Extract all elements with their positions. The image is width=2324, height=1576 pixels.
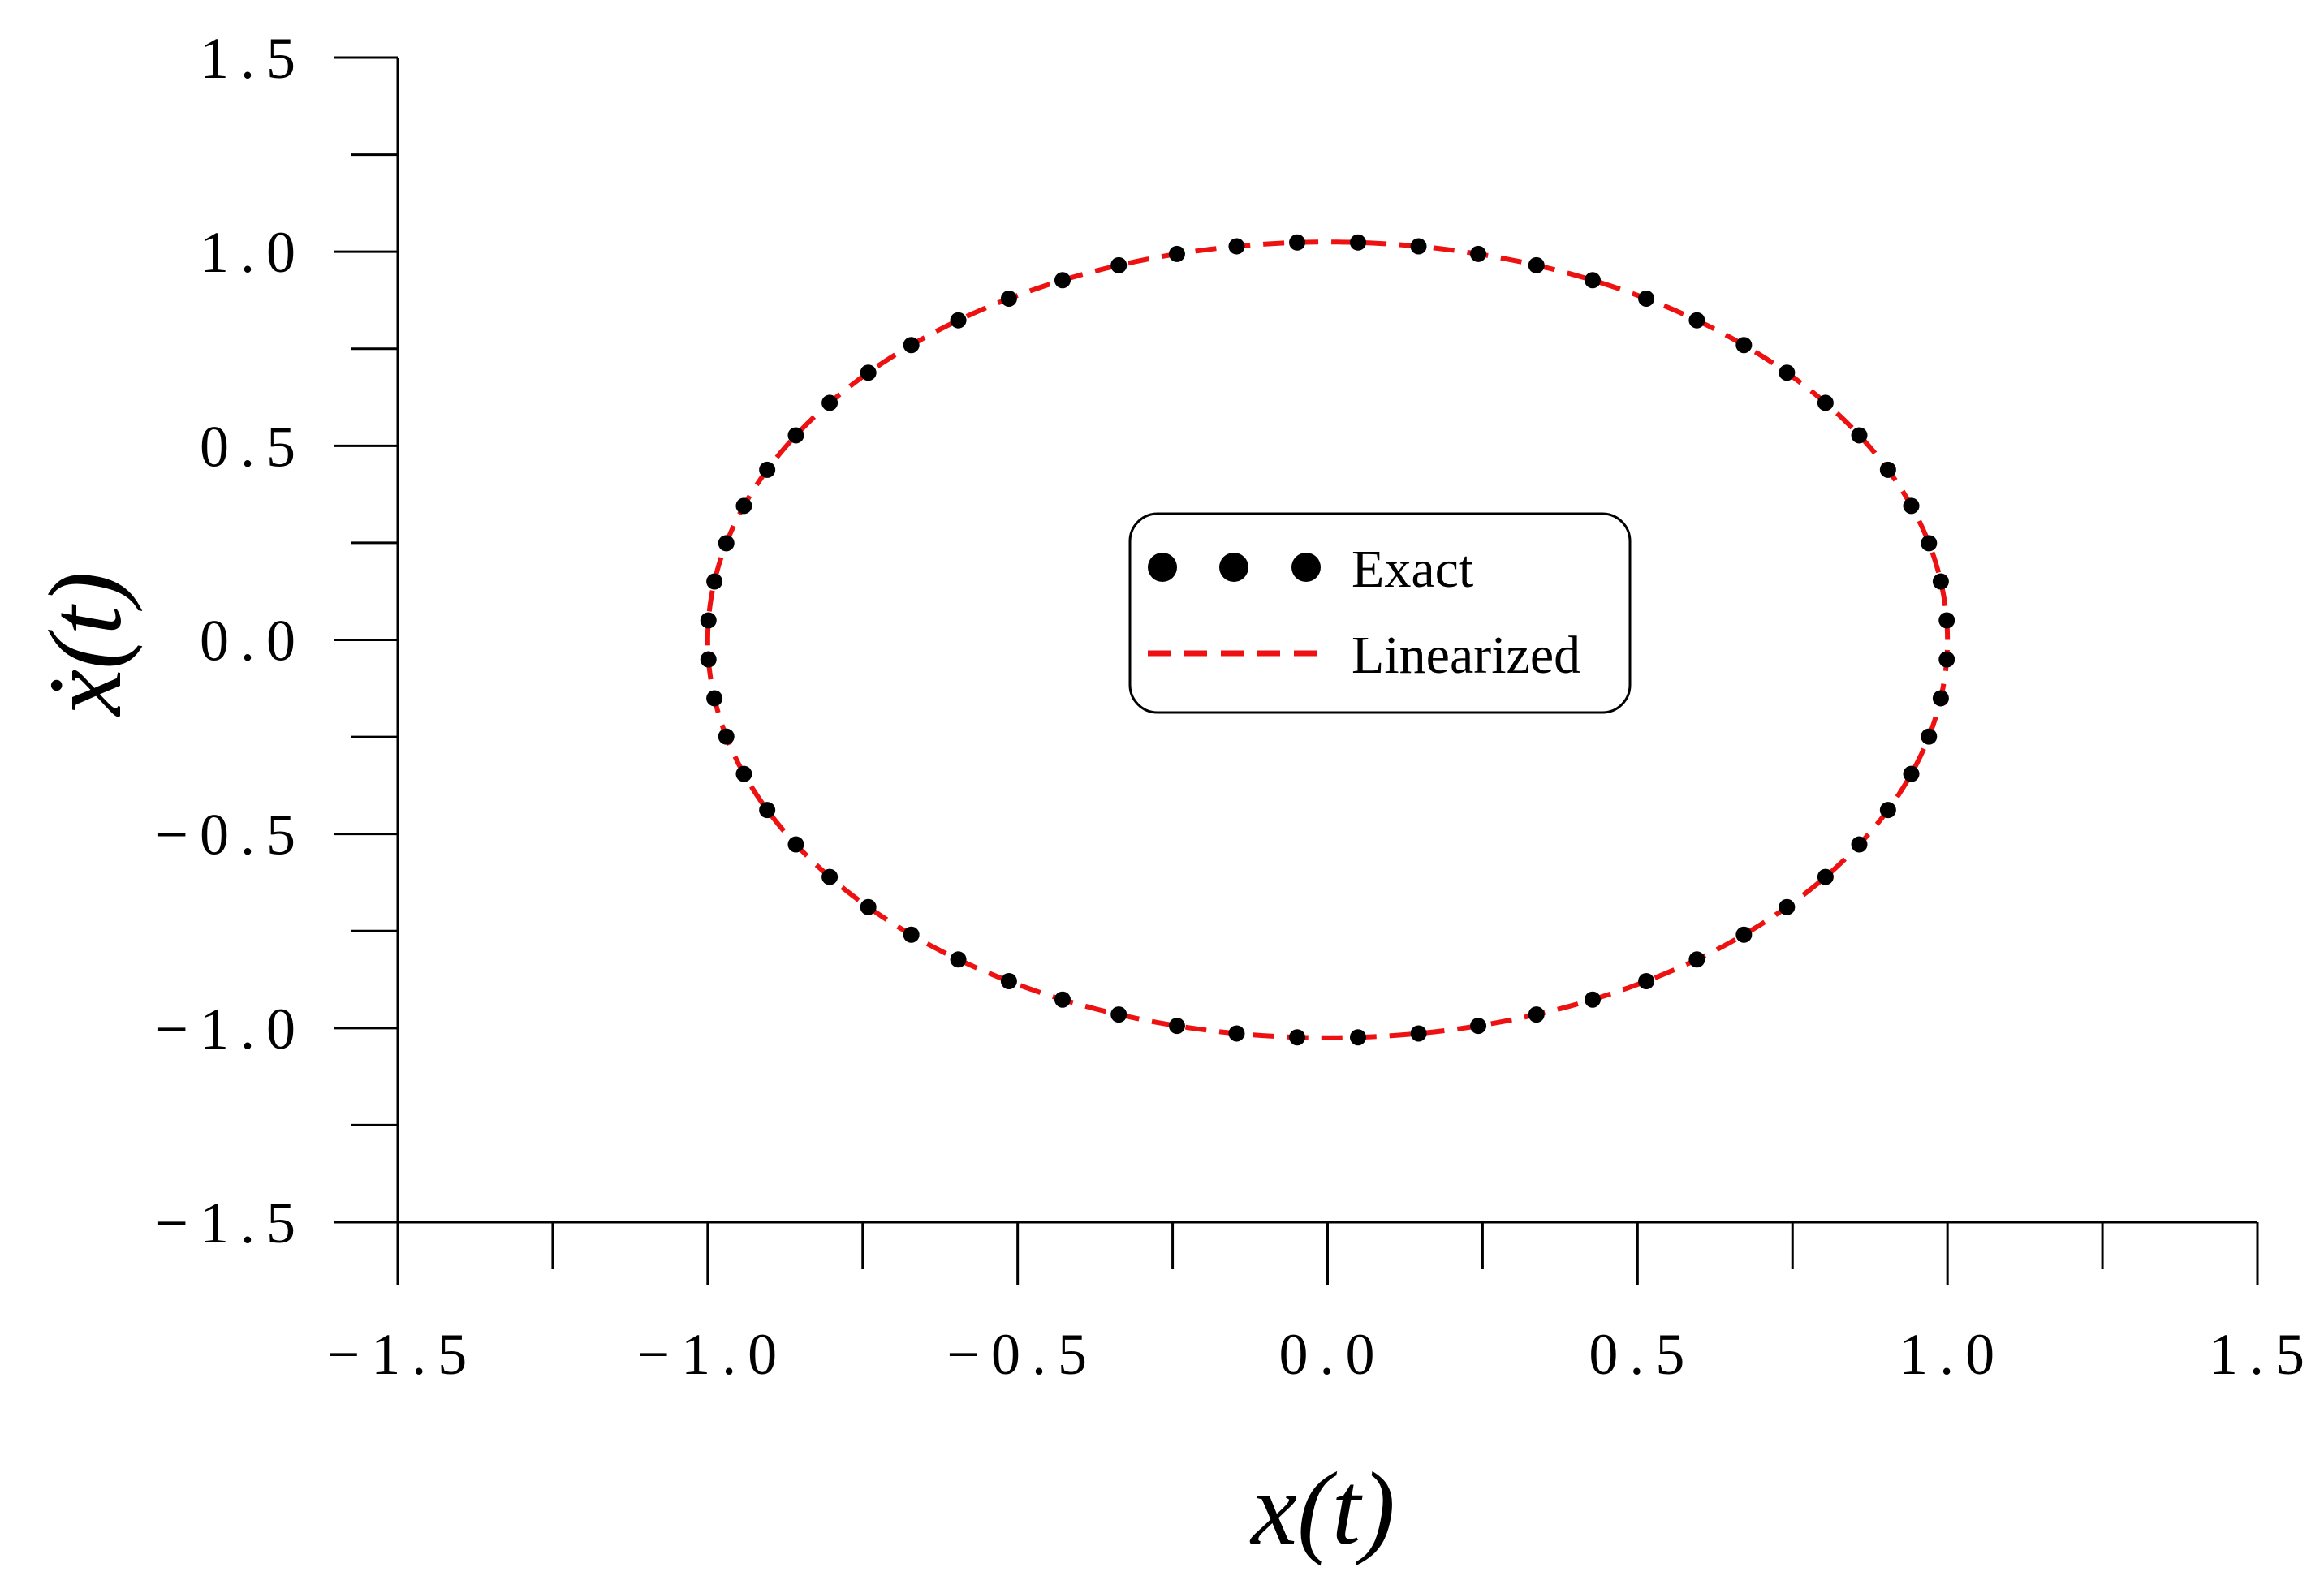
exact-point <box>1817 868 1834 885</box>
exact-point <box>1817 394 1834 411</box>
legend-exact-label: Exact <box>1352 540 1473 599</box>
series-exact <box>700 234 1955 1046</box>
exact-point <box>1585 272 1602 289</box>
exact-point <box>718 535 735 552</box>
exact-point <box>1921 535 1938 552</box>
exact-point <box>1228 1025 1245 1042</box>
exact-point <box>1879 461 1896 478</box>
legend-linearized-label: Linearized <box>1352 626 1580 685</box>
exact-point <box>1528 1006 1545 1023</box>
legend-exact-marker <box>1291 553 1321 582</box>
exact-point <box>1168 1018 1185 1035</box>
exact-point <box>1779 898 1796 915</box>
y-axis-title: ẋ(t) <box>28 571 143 717</box>
y-tick-label: −1.5 <box>155 1191 307 1255</box>
exact-point <box>821 394 839 411</box>
legend-exact-marker <box>1219 553 1248 582</box>
exact-point <box>1938 651 1955 668</box>
exact-point <box>1054 991 1071 1008</box>
y-tick-label: −0.5 <box>155 803 307 868</box>
exact-point <box>860 364 877 381</box>
exact-point <box>1110 256 1128 273</box>
exact-point <box>1349 234 1366 251</box>
linearized-curve <box>705 239 1951 1040</box>
exact-point <box>706 690 723 707</box>
exact-point <box>1938 612 1955 629</box>
legend-box <box>1128 512 1632 714</box>
exact-point <box>1470 245 1487 262</box>
exact-point <box>1779 364 1796 381</box>
y-axis-ticks: 1.5 1.0 0.5 0.0 −0.5 −1.0 −1.5 <box>155 26 398 1255</box>
exact-point <box>700 612 717 629</box>
x-tick-label: 1.0 <box>1899 1322 2006 1387</box>
exact-point <box>903 337 920 354</box>
exact-point <box>787 427 804 444</box>
exact-point <box>1879 802 1896 819</box>
exact-point <box>1528 256 1545 273</box>
x-axis-ticks: −1.5 −1.0 −0.5 0.0 0.5 1.0 1.5 <box>327 1222 2316 1387</box>
exact-point <box>821 868 839 885</box>
exact-point <box>1638 290 1655 307</box>
exact-point <box>1410 238 1427 255</box>
legend: Exact Linearized <box>1128 512 1632 714</box>
exact-point <box>1851 427 1868 444</box>
x-axis-title: x(t) <box>1249 1451 1395 1566</box>
exact-point <box>759 461 776 478</box>
exact-point <box>1851 836 1868 853</box>
exact-point <box>1932 573 1949 590</box>
y-tick-label: −1.0 <box>155 997 307 1061</box>
exact-point <box>735 497 752 515</box>
exact-point <box>787 836 804 853</box>
exact-point <box>1000 973 1017 990</box>
x-tick-label: −1.0 <box>637 1322 789 1387</box>
y-tick-label: 1.0 <box>200 220 307 285</box>
exact-point <box>950 312 967 329</box>
exact-point <box>1168 245 1185 262</box>
exact-point <box>1110 1006 1128 1023</box>
exact-point <box>860 898 877 915</box>
exact-point <box>1289 234 1306 251</box>
exact-point <box>1349 1029 1366 1046</box>
exact-point <box>1470 1018 1487 1035</box>
exact-point <box>1903 765 1920 782</box>
y-tick-label: 0.0 <box>200 609 307 674</box>
legend-exact-marker <box>1148 553 1177 582</box>
x-tick-label: −1.5 <box>327 1322 479 1387</box>
exact-point <box>903 926 920 943</box>
exact-point <box>950 951 967 968</box>
exact-point <box>1903 497 1920 515</box>
y-tick-label: 0.5 <box>200 414 307 479</box>
exact-point <box>1932 690 1949 707</box>
exact-point <box>1638 973 1655 990</box>
exact-point <box>1921 728 1938 745</box>
exact-point <box>1000 290 1017 307</box>
exact-point <box>706 573 723 590</box>
x-tick-label: 0.0 <box>1279 1322 1386 1387</box>
exact-point <box>1735 337 1753 354</box>
series-linearized <box>705 239 1951 1040</box>
exact-point <box>1688 951 1705 968</box>
exact-point <box>1585 991 1602 1008</box>
exact-point <box>1228 238 1245 255</box>
y-tick-label: 1.5 <box>200 26 307 91</box>
exact-point <box>1735 926 1753 943</box>
exact-point <box>735 765 752 782</box>
x-tick-label: 0.5 <box>1589 1322 1696 1387</box>
x-tick-label: 1.5 <box>2209 1322 2316 1387</box>
exact-point <box>700 651 717 668</box>
exact-point <box>718 728 735 745</box>
x-tick-label: −0.5 <box>946 1322 1098 1387</box>
exact-point <box>759 802 776 819</box>
exact-point <box>1289 1029 1306 1046</box>
exact-point <box>1054 272 1071 289</box>
exact-point <box>1410 1025 1427 1042</box>
exact-point <box>1688 312 1705 329</box>
